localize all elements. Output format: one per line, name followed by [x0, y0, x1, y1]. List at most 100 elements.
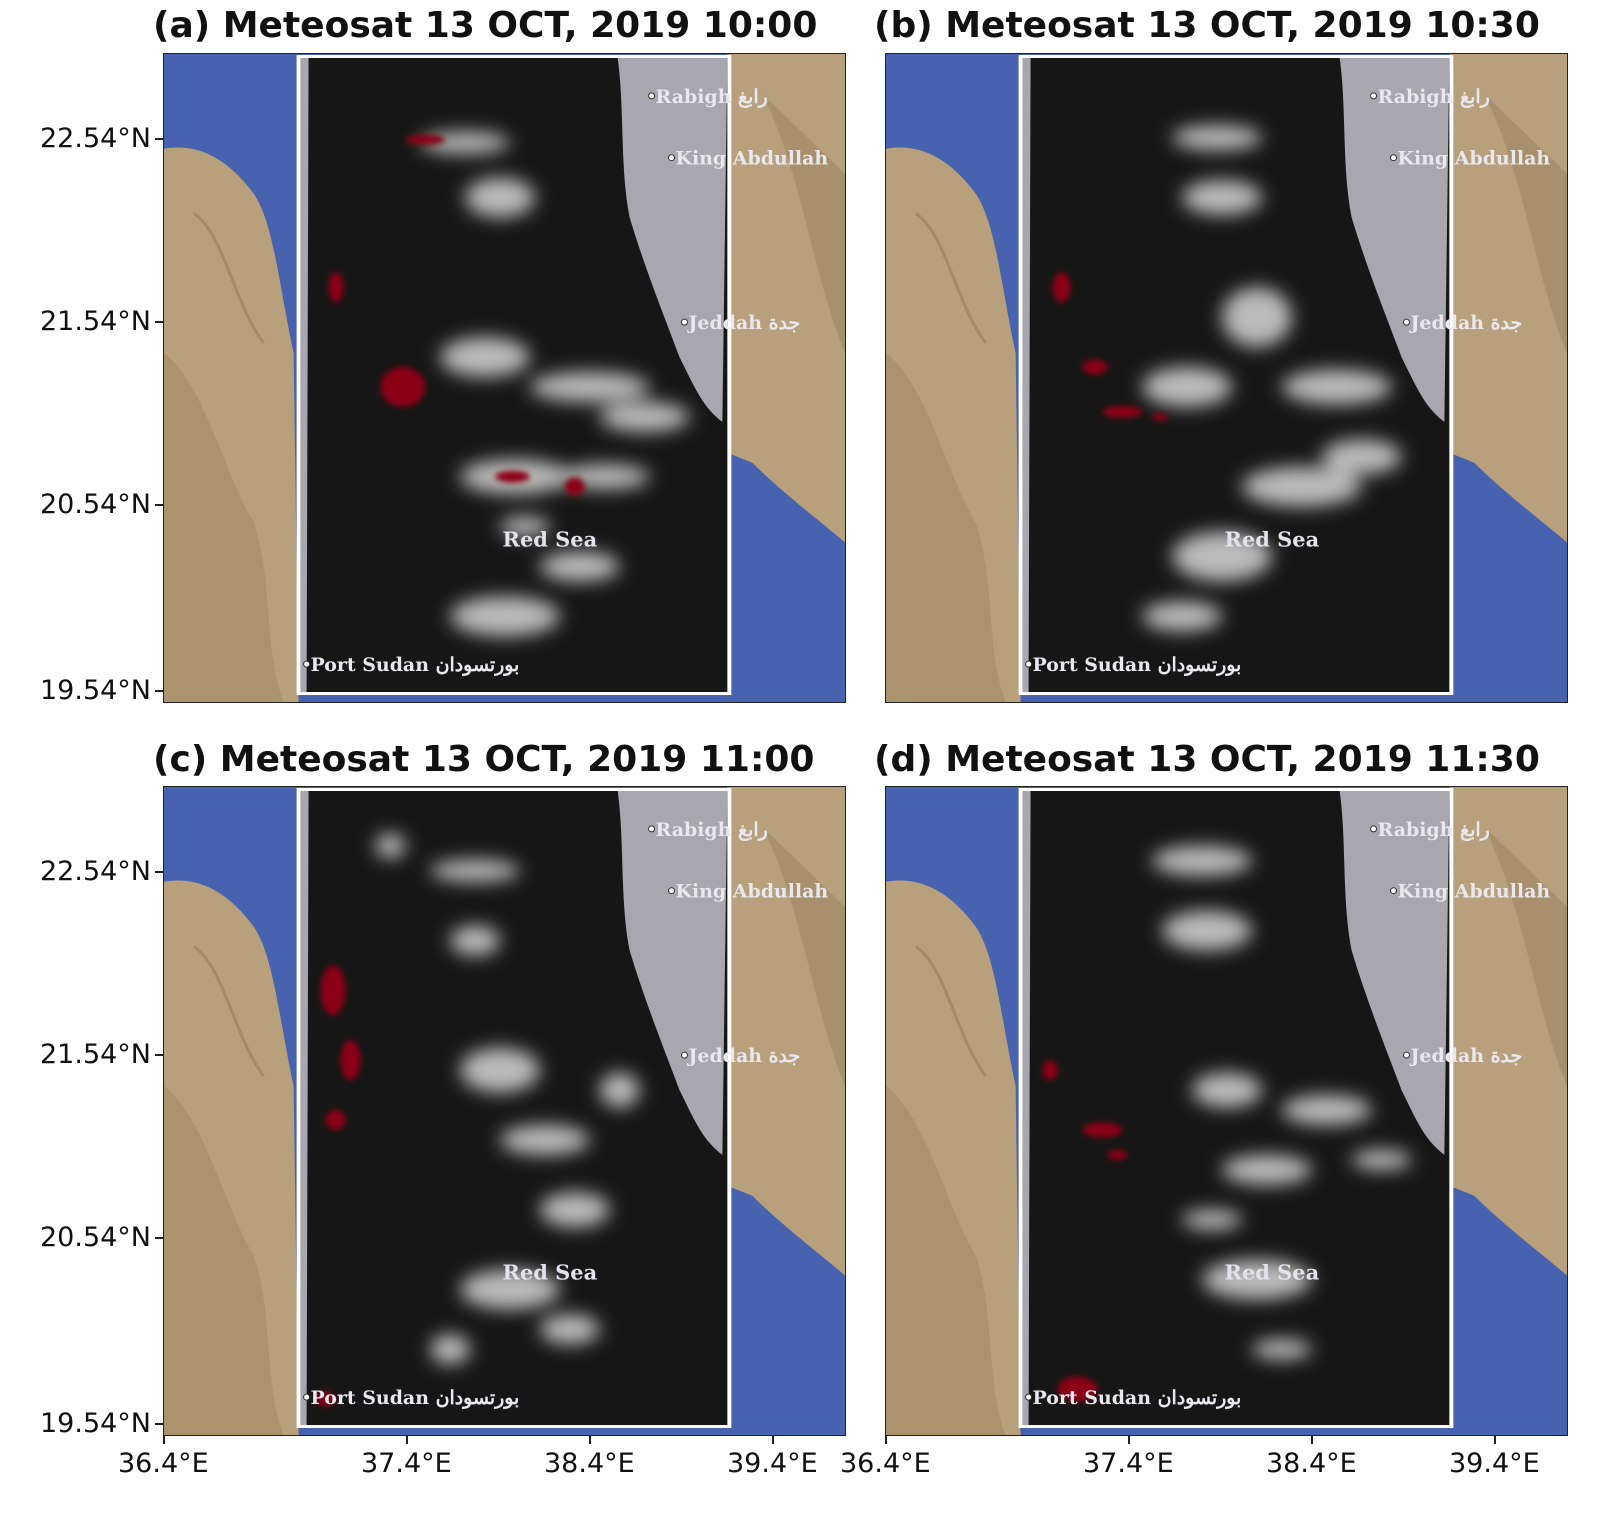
cloud-patch	[440, 337, 530, 378]
lon-tick-label: 39.4°E	[727, 1448, 818, 1479]
cloud-patch	[500, 516, 550, 537]
lon-tick-mark	[885, 1436, 887, 1444]
place-marker-jeddah	[1402, 318, 1410, 326]
terrain-ridge	[193, 945, 265, 1078]
dust-patch	[1102, 405, 1143, 418]
cloud-patch	[1241, 466, 1362, 507]
cloud-patch	[539, 551, 620, 582]
lat-tick-label: 20.54°N	[40, 1222, 151, 1253]
place-marker-rabigh	[648, 92, 656, 100]
place-label-jeddah: Jeddah جدة	[1408, 1045, 1522, 1067]
place-marker-port_sudan	[303, 1393, 311, 1401]
dust-patch	[328, 272, 344, 303]
dust-patch	[325, 1110, 346, 1130]
dust-patch	[1152, 412, 1168, 421]
lat-tick-label: 22.54°N	[40, 123, 151, 154]
cloud-patch	[1152, 845, 1252, 876]
dust-patch	[340, 1040, 361, 1081]
inset-land-mask-east	[1339, 57, 1450, 422]
lat-tick-label: 20.54°N	[40, 489, 151, 520]
map-panel-b: Rabigh رابغ King Abdullah Jeddah جدة Port S…	[885, 53, 1568, 703]
cloud-patch	[460, 1269, 560, 1310]
cloud-patch	[1321, 439, 1402, 475]
dust-patch	[380, 367, 426, 407]
satellite-basemap: Rabigh رابغ King Abdullah Jeddah جدة Port S…	[164, 54, 845, 702]
place-marker-jeddah	[680, 318, 688, 326]
east-mountains	[1484, 93, 1567, 354]
lat-tick-label: 22.54°N	[40, 856, 151, 887]
lat-tick-mark	[155, 138, 163, 140]
lat-tick-mark	[155, 321, 163, 323]
dust-patch	[1082, 359, 1108, 375]
place-marker-jeddah	[680, 1051, 688, 1059]
dust-field	[1042, 1060, 1128, 1402]
west-mountains	[164, 353, 284, 702]
dust-patch	[564, 477, 585, 496]
lat-tick-mark	[155, 690, 163, 692]
cloud-patch	[465, 177, 535, 218]
lat-tick-mark	[155, 1054, 163, 1056]
sea-label: Red Sea	[503, 526, 598, 551]
dust-patch	[1082, 1122, 1123, 1138]
lon-tick-mark	[772, 1436, 774, 1444]
inset-land-mask-east	[1339, 790, 1450, 1155]
lon-tick-label: 37.4°E	[361, 1448, 452, 1479]
place-label-rabigh: Rabigh رابغ	[1378, 819, 1490, 841]
west-mountains	[164, 1086, 284, 1435]
panel-title-d: (d) Meteosat 13 OCT, 2019 11:30	[874, 739, 1540, 780]
place-marker-port_sudan	[1025, 1393, 1033, 1401]
cloud-patch	[1192, 1072, 1262, 1108]
place-label-port_sudan: Port Sudan بورتسودان	[1033, 1387, 1242, 1409]
lat-tick-mark	[155, 1237, 163, 1239]
place-label-port_sudan: Port Sudan بورتسودان	[311, 1387, 520, 1409]
panel-title-a: (a) Meteosat 13 OCT, 2019 10:00	[153, 5, 818, 46]
place-marker-king_abdullah	[1390, 887, 1397, 895]
lon-tick-mark	[589, 1436, 591, 1444]
cloud-patch	[1172, 125, 1262, 151]
place-label-rabigh: Rabigh رابغ	[656, 86, 768, 108]
cloud-patch	[375, 833, 406, 859]
place-label-king_abdullah: King Abdullah	[1397, 148, 1550, 170]
inset-land-mask-west	[1022, 57, 1031, 693]
place-marker-rabigh	[648, 825, 656, 833]
place-label-king_abdullah: King Abdullah	[675, 881, 828, 903]
west-mountains	[886, 353, 1006, 702]
panel-title-c: (c) Meteosat 13 OCT, 2019 11:00	[153, 739, 815, 780]
lon-tick-label: 39.4°E	[1449, 1448, 1540, 1479]
dust-patch	[1057, 1376, 1098, 1402]
lon-tick-mark	[1311, 1436, 1313, 1444]
place-marker-king_abdullah	[668, 887, 675, 895]
cloud-patch	[450, 596, 560, 637]
terrain-ridge	[915, 212, 987, 345]
lon-tick-mark	[1128, 1436, 1130, 1444]
place-label-king_abdullah: King Abdullah	[1397, 881, 1550, 903]
dust-field	[315, 965, 361, 1407]
lat-tick-mark	[155, 1423, 163, 1425]
place-marker-king_abdullah	[668, 154, 675, 162]
place-label-king_abdullah: King Abdullah	[675, 148, 828, 170]
cloud-patch	[599, 1072, 640, 1108]
cloud-patch	[460, 1047, 540, 1093]
inset-land-mask-west	[300, 790, 309, 1426]
east-mountains	[762, 826, 845, 1087]
cloud-patch	[1182, 180, 1262, 216]
east-mountains	[1484, 826, 1567, 1087]
sea-label: Red Sea	[503, 1259, 598, 1284]
cloud-patch	[1172, 531, 1272, 582]
cloud-patch	[430, 1334, 471, 1365]
place-marker-jeddah	[1402, 1051, 1410, 1059]
lat-tick-label: 19.54°N	[40, 675, 151, 706]
cloud-patch	[1142, 367, 1232, 407]
lon-tick-mark	[406, 1436, 408, 1444]
cloud-patch	[539, 1192, 610, 1228]
lat-tick-label: 21.54°N	[40, 306, 151, 337]
cloud-patch	[1162, 910, 1252, 951]
west-mountains	[886, 1086, 1006, 1435]
cloud-patch	[539, 1314, 600, 1345]
dust-patch	[320, 965, 346, 1016]
place-marker-port_sudan	[1025, 660, 1033, 668]
satellite-basemap: Rabigh رابغ King Abdullah Jeddah جدة Port S…	[164, 787, 845, 1435]
cloud-patch	[1182, 1209, 1242, 1230]
place-label-port_sudan: Port Sudan بورتسودان	[1033, 654, 1242, 676]
dust-patch	[1052, 272, 1071, 303]
